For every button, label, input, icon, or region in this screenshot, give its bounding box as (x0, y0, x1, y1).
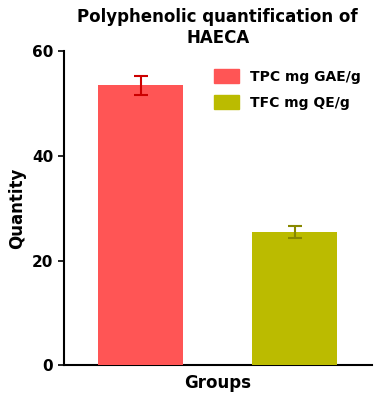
Y-axis label: Quantity: Quantity (8, 168, 26, 249)
X-axis label: Groups: Groups (184, 374, 251, 392)
Bar (252, 232, 337, 365)
Legend: TPC mg GAE/g, TFC mg QE/g: TPC mg GAE/g, TFC mg QE/g (209, 65, 365, 114)
Bar (98, 86, 183, 365)
Title: Polyphenolic quantification of
HAECA: Polyphenolic quantification of HAECA (78, 8, 358, 47)
